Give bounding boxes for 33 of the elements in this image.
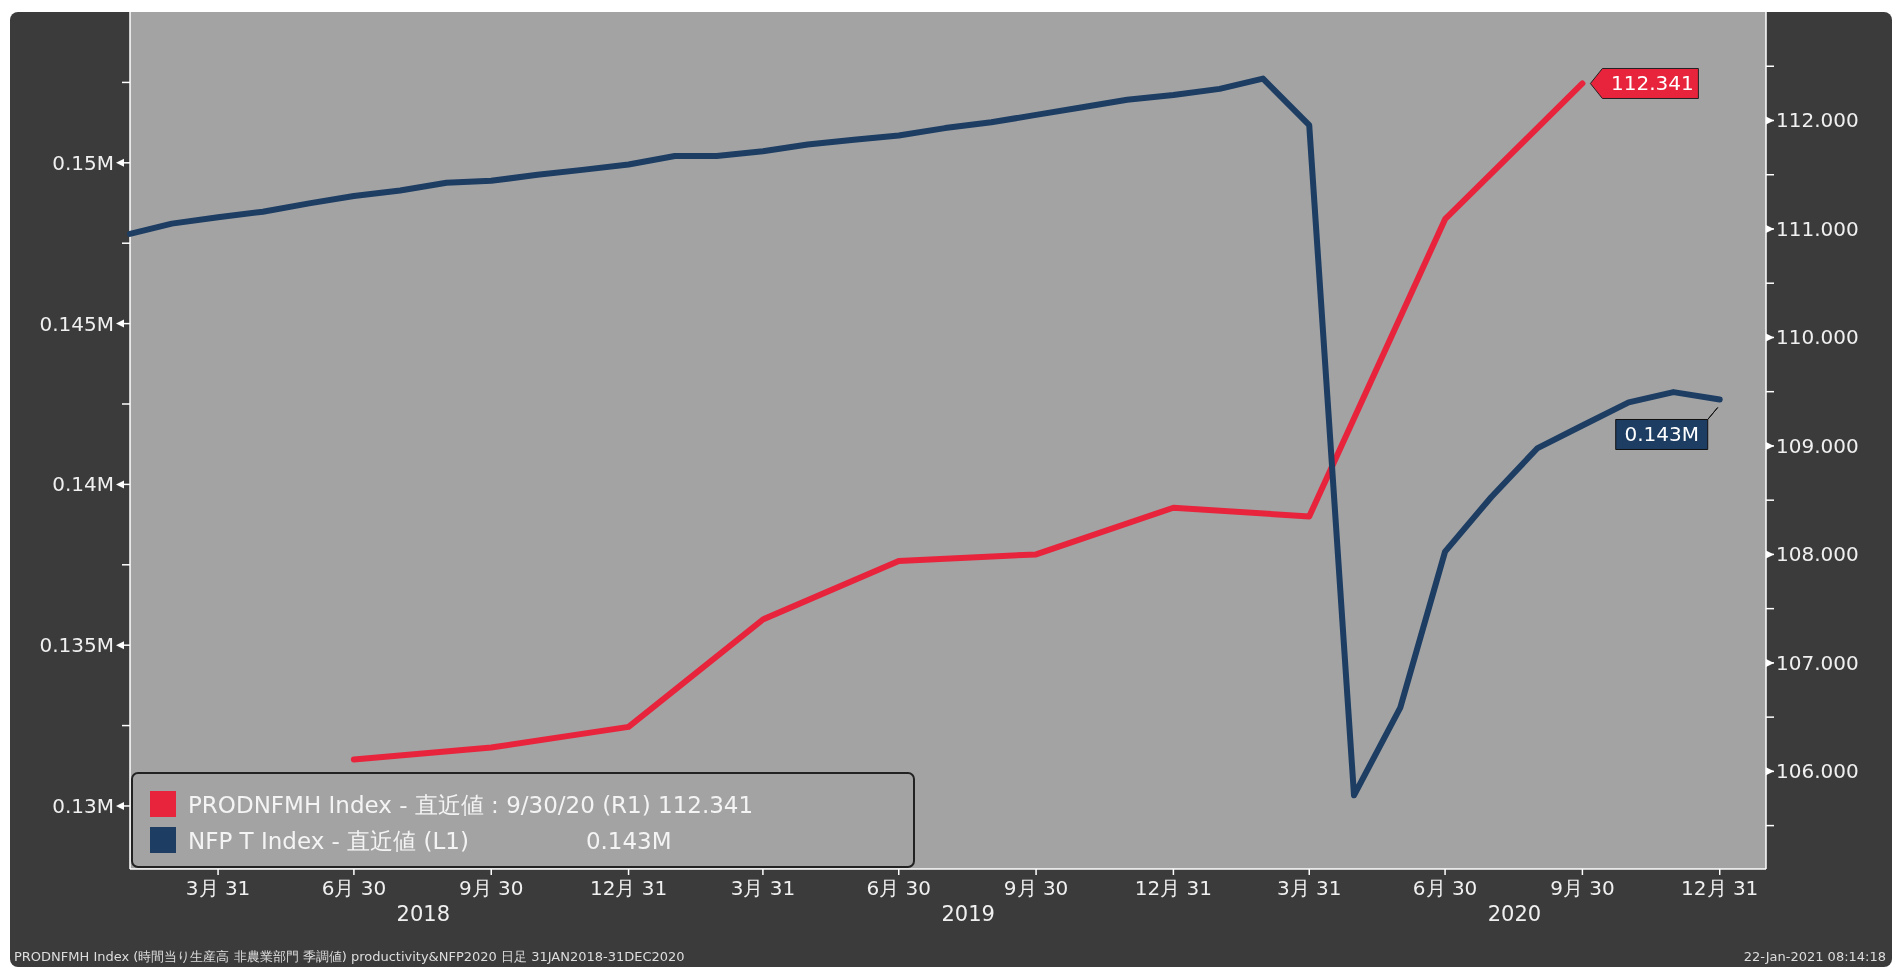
data-label: 0.143M — [1624, 422, 1699, 447]
data-label: 112.341 — [1611, 71, 1694, 96]
x-tick-label: 6月 30 — [1412, 876, 1478, 900]
legend-label: NFP T Index - 直近値 (L1) 0.143M — [188, 828, 672, 854]
y2-tick-label: 108.000 — [1776, 542, 1859, 567]
y-tick-label: 0.145M — [39, 311, 114, 336]
y-tick-label: 0.14M — [52, 472, 114, 497]
x-tick-label: 9月 30 — [1550, 876, 1615, 900]
text: 2019 — [941, 902, 995, 926]
text: 2018 — [396, 902, 451, 926]
text: PRODNFMH Index (時間当り生産高 非農業部門 季調値) productivity&NFP2020 日足 31JAN2018-31DEC2020 — [14, 949, 685, 964]
y-tick-label: 0.13M — [52, 793, 114, 818]
text: 2020 — [1487, 902, 1542, 926]
y-tick-label: 0.15M — [52, 150, 114, 175]
legend-label: PRODNFMH Index - 直近値 : 9/30/20 (R1) 112.341 — [188, 792, 754, 818]
y2-tick-label: 111.000 — [1776, 216, 1859, 241]
y2-tick-label: 106.000 — [1776, 759, 1859, 784]
x-tick-label: 9月 30 — [458, 876, 524, 900]
x-tick-label: 3月 31 — [1276, 876, 1342, 900]
y-tick-label: 0.135M — [39, 633, 114, 658]
x-tick-label: 12月 31 — [589, 876, 668, 900]
y2-tick-label: 110.000 — [1776, 325, 1859, 350]
x-tick-label: 3月 31 — [185, 876, 251, 900]
x-tick-label: 3月 31 — [730, 876, 796, 900]
y2-tick-label: 107.000 — [1776, 650, 1859, 675]
x-tick-label: 12月 31 — [1681, 876, 1759, 900]
y2-tick-label: 109.000 — [1776, 433, 1859, 458]
text: 22-Jan-2021 08:14:18 — [1743, 949, 1886, 964]
x-tick-label: 6月 30 — [321, 876, 387, 900]
y2-tick-label: 112.000 — [1776, 108, 1859, 133]
x-tick-label: 12月 31 — [1134, 876, 1213, 900]
x-tick-label: 6月 30 — [866, 876, 932, 900]
x-tick-label: 9月 30 — [1003, 876, 1069, 900]
